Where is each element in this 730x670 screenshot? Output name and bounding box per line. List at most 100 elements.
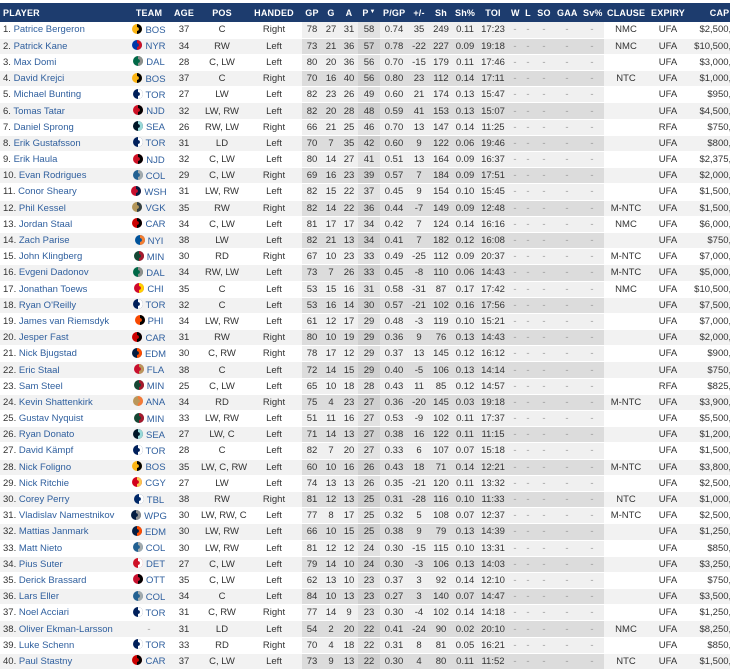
table-row[interactable]: 1. Patrice Bergeron BOS 37 C Right 78 27 31 58 0.… [0, 22, 730, 39]
player-name-link[interactable]: Jonathan Toews [18, 283, 88, 295]
table-row[interactable]: 4. David Krejci BOS 37 C Right 70 16 40 56 0.80 23… [0, 70, 730, 88]
team-abbr-link[interactable]: MIN [146, 413, 165, 425]
team-abbr-link[interactable]: SEA [145, 122, 165, 134]
team-abbr-link[interactable]: CAR [145, 219, 166, 231]
table-row[interactable]: 33. Matt Nieto COL 30 LW, RW Left 81 12 12 24 0.3… [0, 540, 730, 557]
team-abbr-link[interactable]: NYR [145, 41, 166, 53]
team-abbr-link[interactable]: TOR [145, 607, 166, 619]
column-header-pos[interactable]: POS [198, 3, 246, 22]
table-row[interactable]: 36. Lars Eller COL 34 C Left 84 10 13 23 0.27 3 140… [0, 588, 730, 606]
player-name-link[interactable]: Ryan O'Reilly [18, 299, 77, 311]
table-row[interactable]: 39. Luke Schenn TOR 33 RD Right 70 4 18 22 0.31 8 8… [0, 637, 730, 654]
player-name-link[interactable]: Daniel Sprong [13, 121, 74, 133]
player-name-link[interactable]: David Krejci [13, 73, 65, 85]
table-row[interactable]: 32. Mattias Janmark EDM 30 LW, RW Left 66 10 15… [0, 523, 730, 541]
team-abbr-link[interactable]: DAL [146, 267, 165, 279]
team-abbr-link[interactable]: COL [145, 591, 166, 603]
team-abbr-link[interactable]: VGK [145, 203, 166, 215]
player-name-link[interactable]: Paul Stastny [18, 655, 73, 667]
player-name-link[interactable]: Evgeni Dadonov [18, 267, 89, 279]
table-row[interactable]: 34. Pius Suter DET 27 C, LW Left 79 14 10 24 0.30… [0, 556, 730, 573]
table-row[interactable]: 12. Phil Kessel VGK 35 RW Right 82 14 22 36 0.44-… [0, 200, 730, 217]
player-name-link[interactable]: Evan Rodrigues [18, 170, 87, 182]
table-row[interactable]: 8. Erik Gustafsson TOR 31 LD Left 70 7 35 42 0.60… [0, 135, 730, 153]
column-header-pm[interactable]: +/- [408, 3, 430, 22]
team-abbr-link[interactable]: EDM [144, 526, 167, 538]
player-name-link[interactable]: John Klingberg [18, 251, 83, 263]
player-name-link[interactable]: Jordan Staal [18, 218, 73, 230]
player-name-link[interactable]: Patrice Bergeron [13, 24, 85, 36]
column-header-toi[interactable]: TOI [478, 3, 508, 22]
column-header-gaa[interactable]: GAA [554, 3, 580, 22]
column-header-l[interactable]: L [522, 3, 534, 22]
team-abbr-link[interactable]: FLA [146, 365, 165, 377]
team-abbr-link[interactable]: PHI [147, 316, 164, 328]
team-abbr-link[interactable]: TOR [145, 89, 166, 101]
column-header-p[interactable]: P▼ [358, 3, 380, 22]
table-row[interactable]: 19. James van Riemsdyk PHI 34 LW, RW Left 61 1… [0, 313, 730, 331]
table-row[interactable]: 14. Zach Parise NYI 38 LW Left 82 21 13 34 0.41 7 1… [0, 232, 730, 250]
player-name-link[interactable]: Ryan Donato [18, 429, 75, 441]
player-name-link[interactable]: Tomas Tatar [13, 105, 65, 117]
team-abbr-link[interactable]: BOS [145, 24, 166, 36]
team-abbr-link[interactable]: CHI [147, 284, 164, 296]
table-row[interactable]: 28. Nick Foligno BOS 35 LW, C, RW Left 60 10 16… [0, 459, 730, 476]
player-name-link[interactable]: David Kämpf [18, 445, 74, 457]
player-name-link[interactable]: Corey Perry [18, 494, 70, 506]
player-name-link[interactable]: Patrick Kane [13, 40, 68, 52]
table-row[interactable]: 21. Nick Bjugstad EDM 30 C, RW Right 78 17 12 29… [0, 345, 730, 363]
column-header-a[interactable]: A [340, 3, 358, 22]
player-name-link[interactable]: Oliver Ekman-Larsson [18, 623, 113, 635]
column-header-pgp[interactable]: P/GP [380, 3, 408, 22]
team-abbr-link[interactable]: BOS [145, 73, 166, 85]
column-header-gp[interactable]: GP [302, 3, 322, 22]
team-abbr-link[interactable]: MIN [146, 251, 165, 263]
player-name-link[interactable]: Noel Acciari [18, 607, 70, 619]
team-abbr-link[interactable]: COL [145, 170, 166, 182]
player-name-link[interactable]: Zach Parise [18, 235, 70, 247]
column-header-sh[interactable]: Sh [430, 3, 452, 22]
table-row[interactable]: 35. Derick Brassard OTT 35 C, LW Left 62 13 10 2… [0, 572, 730, 590]
table-row[interactable]: 2. Patrick Kane NYR 34 RW Left 73 21 36 57 0.78 -2… [0, 38, 730, 55]
team-abbr-link[interactable]: EDM [144, 348, 167, 360]
player-name-link[interactable]: Mattias Janmark [18, 526, 89, 538]
table-row[interactable]: 5. Michael Bunting TOR 27 LW Left 82 23 26 49 0.6… [0, 86, 730, 104]
table-row[interactable]: 7. Daniel Sprong SEA 26 RW, LW Right 66 21 25 46… [0, 119, 730, 136]
team-abbr-link[interactable]: TOR [145, 300, 166, 312]
table-row[interactable]: 11. Conor Sheary WSH 31 LW, RW Left 82 15 22 37 0… [0, 183, 730, 201]
column-header-w[interactable]: W [508, 3, 522, 22]
table-row[interactable]: 24. Kevin Shattenkirk ANA 34 RD Right 75 4 23 27… [0, 394, 730, 412]
team-abbr-link[interactable]: OTT [146, 575, 165, 587]
column-header-expiry[interactable]: EXPIRY [648, 3, 688, 22]
table-row[interactable]: 20. Jesper Fast CAR 31 RW Right 80 10 19 29 0.36 9… [0, 329, 730, 347]
column-header-shp[interactable]: Sh% [452, 3, 478, 22]
team-abbr-link[interactable]: ANA [145, 397, 166, 409]
team-abbr-link[interactable]: TOR [145, 445, 166, 457]
player-name-link[interactable]: Lars Eller [18, 591, 59, 603]
table-row[interactable]: 22. Eric Staal FLA 38 C Left 72 14 15 29 0.40 -5 10… [0, 361, 730, 379]
table-row[interactable]: 18. Ryan O'Reilly TOR 32 C Left 53 16 14 30 0.57-… [0, 297, 730, 314]
player-name-link[interactable]: Eric Staal [18, 364, 60, 376]
player-name-link[interactable]: Matt Nieto [18, 542, 63, 554]
team-abbr-link[interactable]: CAR [145, 656, 166, 668]
column-header-svp[interactable]: Sv% [580, 3, 604, 22]
table-row[interactable]: 16. Evgeni Dadonov DAL 34 RW, LW Left 73 7 26 33… [0, 264, 730, 282]
team-abbr-link[interactable]: WSH [144, 186, 167, 198]
player-name-link[interactable]: Kevin Shattenkirk [18, 396, 93, 408]
player-name-link[interactable]: Nick Foligno [18, 461, 72, 473]
table-row[interactable]: 27. David Kämpf TOR 28 C Left 82 7 20 27 0.33 6 107… [0, 442, 730, 460]
team-abbr-link[interactable]: DET [146, 559, 165, 571]
player-name-link[interactable]: Erik Gustafsson [13, 137, 81, 149]
team-abbr-link[interactable]: SEA [145, 429, 165, 441]
table-row[interactable]: 9. Erik Haula NJD 32 C, LW Left 80 14 27 41 0.51 1… [0, 151, 730, 169]
team-abbr-link[interactable]: DAL [146, 57, 165, 69]
table-row[interactable]: 17. Jonathan Toews CHI 35 C Left 53 15 16 31 0.58… [0, 281, 730, 298]
player-name-link[interactable]: Max Domi [13, 56, 57, 68]
team-abbr-link[interactable]: TOR [145, 138, 166, 150]
player-name-link[interactable]: Sam Steel [18, 380, 63, 392]
table-row[interactable]: 30. Corey Perry TBL 38 RW Right 81 12 13 25 0.31-… [0, 491, 730, 509]
column-header-handed[interactable]: HANDED [246, 3, 302, 22]
player-name-link[interactable]: Jesper Fast [18, 332, 69, 344]
player-name-link[interactable]: Derick Brassard [18, 574, 87, 586]
